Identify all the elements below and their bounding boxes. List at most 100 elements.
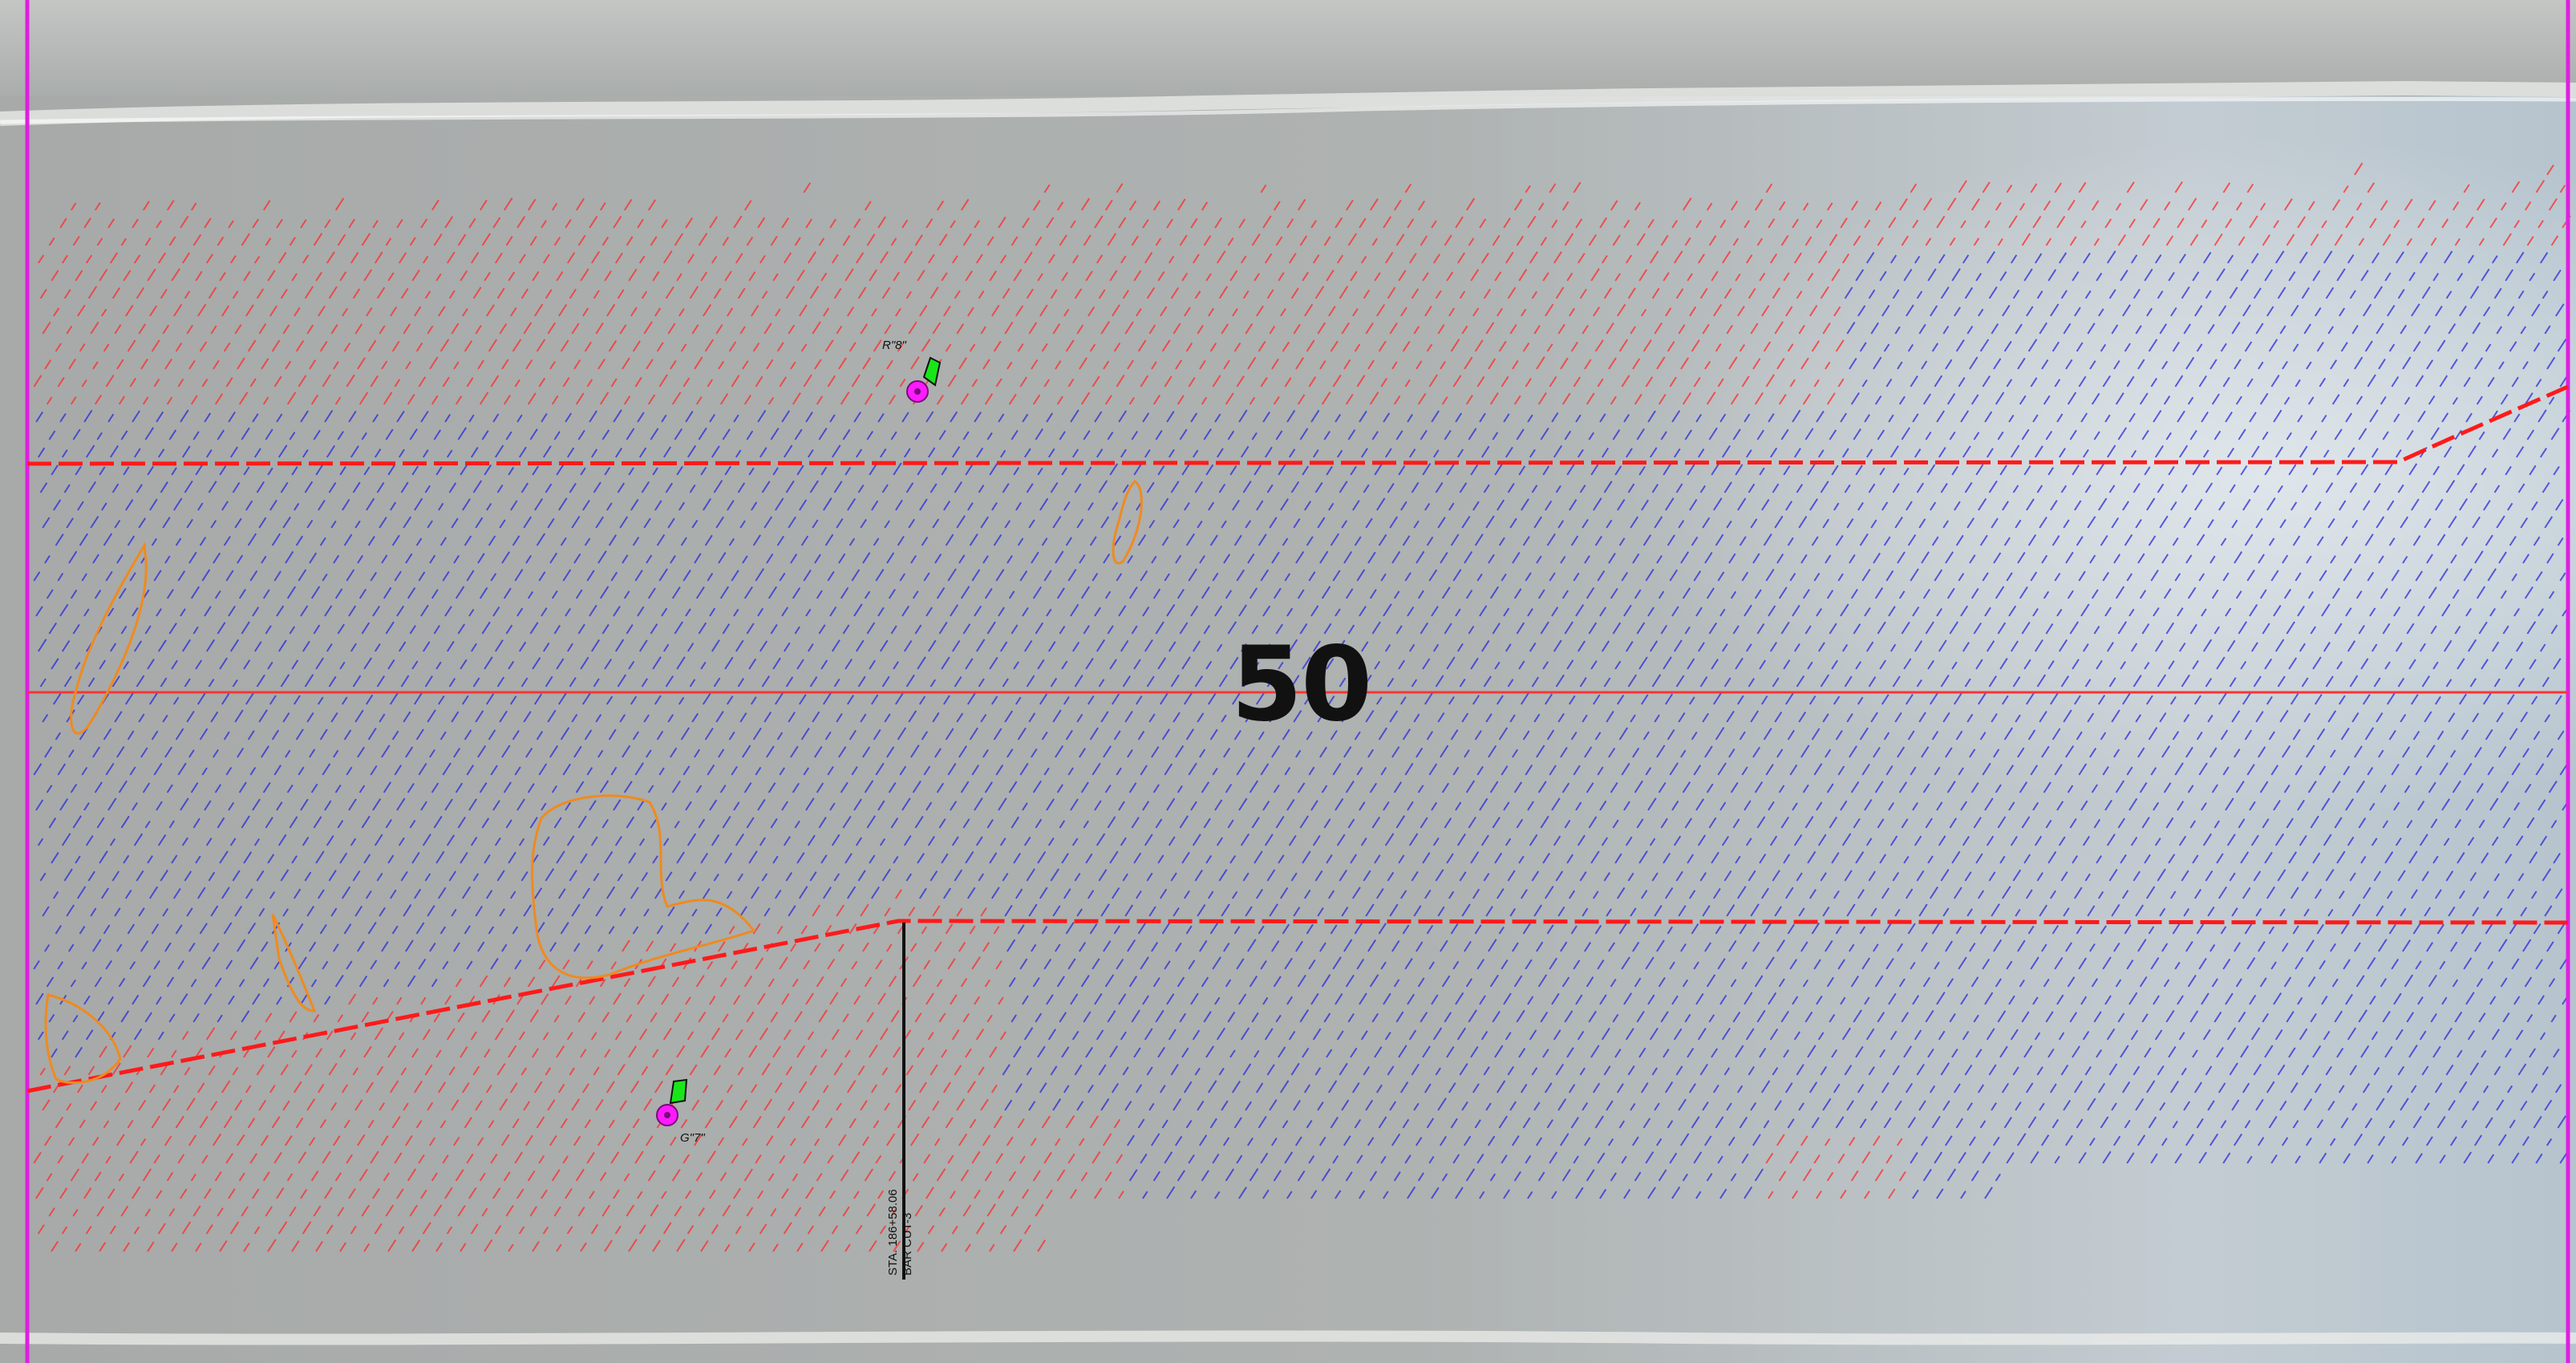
sounding-mark: [2104, 606, 2112, 617]
sounding-mark: [2098, 497, 2108, 511]
sounding-mark: [451, 711, 460, 723]
sounding-mark: [1452, 375, 1462, 387]
sounding-mark: [1063, 1085, 1070, 1093]
sounding-mark: [520, 677, 529, 688]
sounding-mark: [628, 268, 638, 282]
sounding-mark: [2183, 323, 2191, 335]
sounding-mark: [888, 782, 897, 793]
sounding-mark: [1063, 696, 1070, 705]
sounding-mark: [1708, 622, 1718, 635]
sounding-mark: [1008, 590, 1015, 599]
sounding-mark: [1800, 357, 1809, 370]
sounding-mark: [1212, 1153, 1220, 1164]
sounding-mark: [2078, 375, 2087, 387]
sounding-mark: [361, 233, 371, 246]
sounding-mark: [601, 623, 610, 635]
sounding-mark: [1680, 551, 1690, 564]
sounding-mark: [1877, 1012, 1885, 1023]
sounding-mark: [1837, 765, 1845, 776]
sounding-mark: [2218, 305, 2227, 317]
sounding-mark: [332, 1135, 341, 1146]
sounding-mark: [1102, 1133, 1112, 1146]
sounding-mark: [63, 868, 73, 882]
sounding-mark: [1706, 391, 1716, 405]
sounding-mark: [1811, 728, 1821, 740]
sounding-mark: [1979, 339, 1990, 352]
sounding-mark: [759, 254, 766, 264]
sounding-mark: [770, 817, 778, 829]
sounding-mark: [1625, 641, 1634, 652]
sounding-mark: [1026, 675, 1035, 688]
sounding-mark: [444, 995, 452, 1005]
sounding-mark: [715, 1099, 724, 1111]
sounding-mark: [1293, 710, 1302, 723]
sounding-mark: [420, 801, 427, 811]
sounding-mark: [94, 201, 101, 211]
sounding-mark: [2146, 497, 2156, 511]
sounding-mark: [446, 1028, 456, 1041]
sounding-mark: [1912, 413, 1919, 423]
sounding-mark: [1841, 254, 1850, 264]
sounding-mark: [61, 1226, 68, 1235]
sounding-mark: [157, 834, 167, 846]
sounding-mark: [455, 396, 463, 405]
sounding-mark: [1032, 200, 1041, 211]
sounding-mark: [1527, 1191, 1533, 1199]
sounding-mark: [477, 941, 485, 952]
sounding-mark: [523, 516, 533, 529]
sounding-mark: [680, 343, 687, 352]
sounding-mark: [1940, 869, 1950, 882]
sounding-mark: [1208, 307, 1215, 317]
sounding-mark: [484, 464, 492, 476]
sounding-mark: [1492, 234, 1501, 246]
sounding-mark: [492, 1187, 501, 1199]
sounding-mark: [1275, 236, 1283, 246]
sounding-mark: [1525, 572, 1532, 582]
sounding-mark: [954, 675, 962, 688]
sounding-mark: [1730, 201, 1739, 211]
sounding-mark: [1254, 273, 1260, 282]
sounding-mark: [527, 392, 537, 405]
sounding-mark: [1354, 343, 1361, 352]
sounding-mark: [1817, 642, 1825, 652]
sounding-mark: [518, 838, 525, 846]
sounding-mark: [350, 445, 359, 458]
sounding-mark: [927, 836, 935, 846]
sounding-mark: [2290, 304, 2299, 317]
sounding-mark: [2177, 217, 2185, 229]
sounding-mark: [934, 941, 942, 952]
sounding-mark: [654, 307, 662, 317]
sounding-mark: [1986, 835, 1995, 846]
sounding-mark: [727, 307, 734, 317]
sounding-mark: [982, 1134, 991, 1146]
sounding-mark: [1157, 465, 1165, 476]
sounding-mark: [908, 518, 916, 529]
sounding-mark: [560, 1118, 568, 1129]
sounding-mark: [1302, 465, 1310, 476]
sounding-mark: [1931, 536, 1939, 546]
sounding-mark: [542, 642, 550, 652]
sounding-mark: [1225, 590, 1233, 599]
sounding-mark: [565, 219, 572, 229]
sounding-mark: [199, 341, 208, 352]
sounding-mark: [1776, 357, 1785, 370]
sounding-mark: [1113, 730, 1121, 740]
sounding-mark: [435, 466, 443, 476]
sounding-mark: [51, 658, 59, 670]
sounding-mark: [755, 375, 763, 387]
sounding-mark: [1323, 623, 1332, 635]
sounding-mark: [424, 290, 431, 299]
sounding-mark: [901, 605, 910, 617]
sounding-mark: [1750, 1101, 1757, 1111]
sounding-mark: [551, 1169, 561, 1182]
sounding-mark: [1161, 339, 1171, 352]
sounding-mark: [1465, 978, 1473, 988]
sounding-mark: [1617, 499, 1626, 511]
sounding-mark: [986, 1203, 996, 1217]
sounding-mark: [1011, 1014, 1017, 1023]
sounding-mark: [942, 887, 952, 899]
sounding-mark: [1332, 763, 1342, 776]
sounding-mark: [1518, 465, 1526, 476]
sounding-mark: [1112, 501, 1119, 511]
